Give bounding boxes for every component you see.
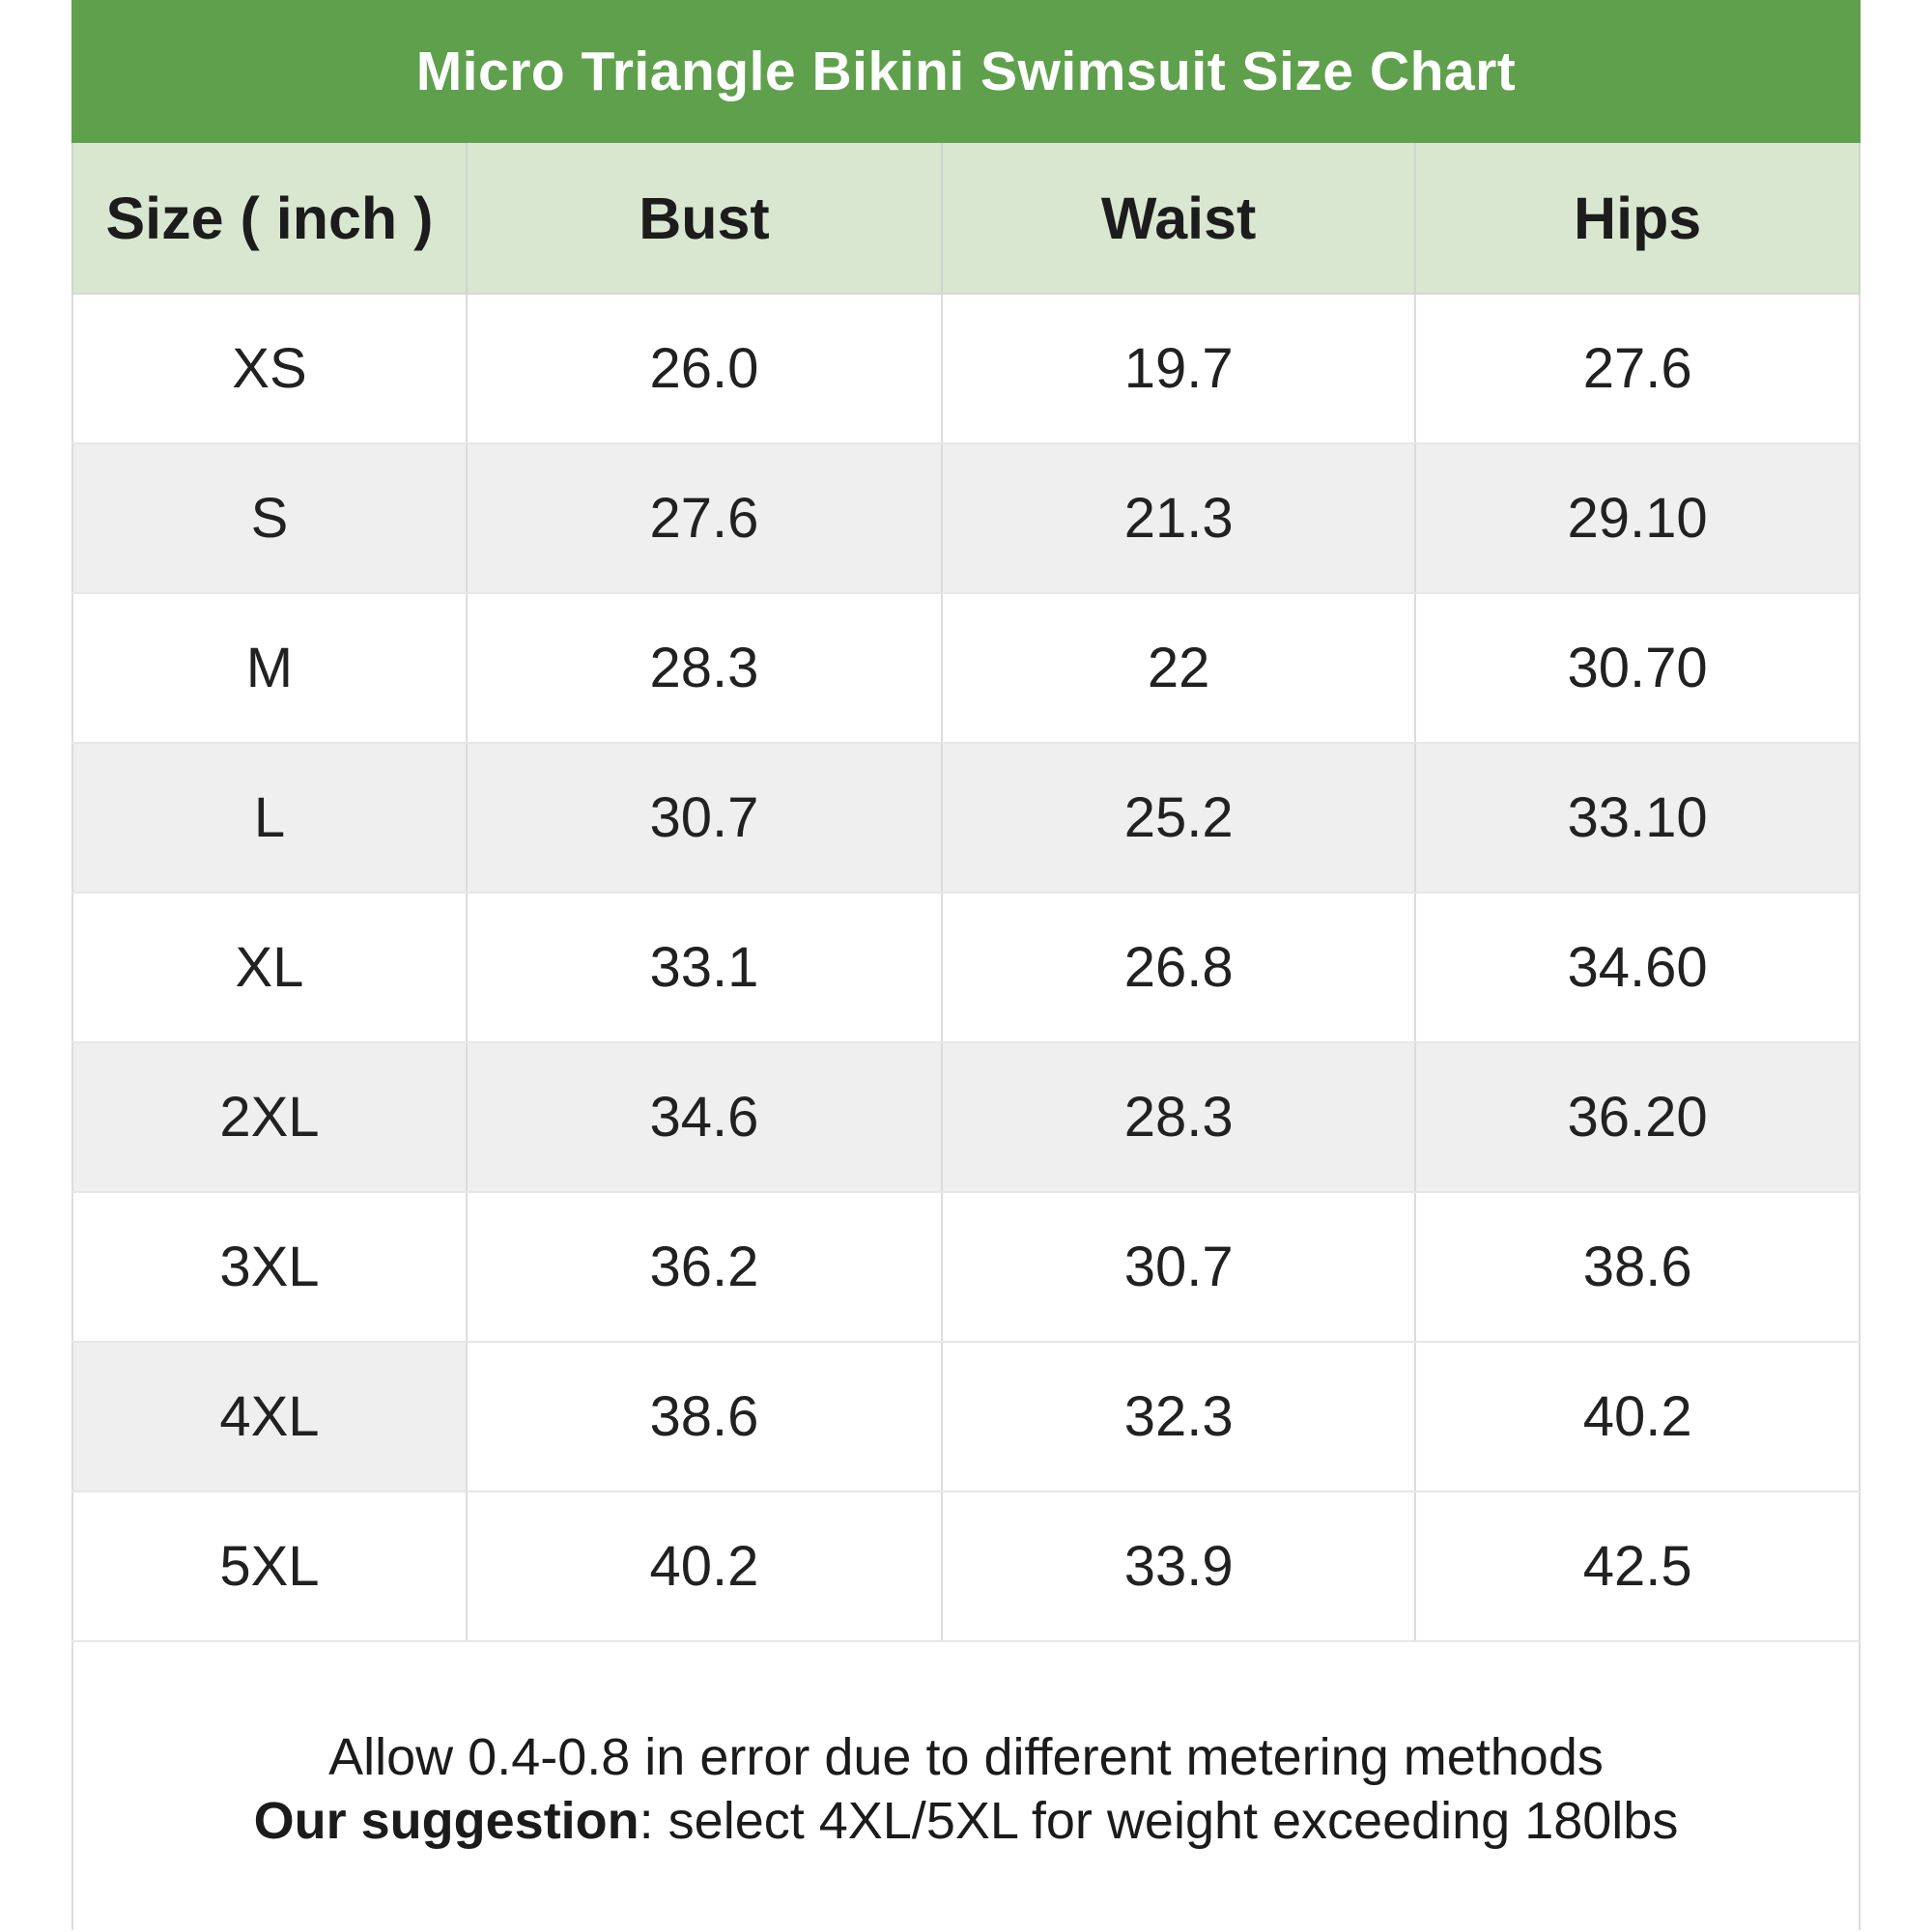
size-cell: S [71, 443, 468, 594]
size-chart: Micro Triangle Bikini Swimsuit Size Char… [71, 0, 1861, 1930]
table-row: 4XL 38.6 32.3 40.2 [71, 1342, 1861, 1492]
size-cell: XL [71, 893, 468, 1043]
table-row: S 27.6 21.3 29.10 [71, 443, 1861, 594]
waist-cell: 28.3 [941, 1042, 1417, 1193]
column-header-size: Size ( inch ) [71, 143, 468, 295]
hips-cell: 34.60 [1414, 893, 1861, 1043]
waist-cell: 33.9 [941, 1492, 1417, 1642]
hips-cell: 42.5 [1414, 1492, 1861, 1642]
bust-cell: 34.6 [465, 1042, 944, 1193]
bust-cell: 40.2 [465, 1492, 944, 1642]
hips-cell: 36.20 [1414, 1042, 1861, 1193]
size-cell: XS [71, 294, 468, 444]
hips-cell: 38.6 [1414, 1192, 1861, 1343]
bust-cell: 28.3 [465, 593, 944, 744]
waist-cell: 22 [941, 593, 1417, 744]
hips-cell: 27.6 [1414, 294, 1861, 444]
table-row: 5XL 40.2 33.9 42.5 [71, 1492, 1861, 1642]
table-row: XL 33.1 26.8 34.60 [71, 893, 1861, 1043]
size-cell: 3XL [71, 1192, 468, 1343]
size-table: Size ( inch ) Bust Waist Hips XS 26.0 19.7… [71, 143, 1861, 1642]
column-header-hips: Hips [1414, 143, 1861, 295]
waist-cell: 25.2 [941, 743, 1417, 894]
table-row: 3XL 36.2 30.7 38.6 [71, 1192, 1861, 1343]
bust-cell: 38.6 [465, 1342, 944, 1492]
table-row: XS 26.0 19.7 27.6 [71, 294, 1861, 444]
bust-cell: 30.7 [465, 743, 944, 894]
bust-cell: 27.6 [465, 443, 944, 594]
table-row: M 28.3 22 30.70 [71, 593, 1861, 744]
footer-note-suggestion: Our suggestion: select 4XL/5XL for weigh… [253, 1792, 1679, 1850]
bust-cell: 36.2 [465, 1192, 944, 1343]
waist-cell: 21.3 [941, 443, 1417, 594]
hips-cell: 30.70 [1414, 593, 1861, 744]
size-cell: L [71, 743, 468, 894]
footer-notes: Allow 0.4-0.8 in error due to different … [71, 1642, 1861, 1930]
hips-cell: 29.10 [1414, 443, 1861, 594]
waist-cell: 26.8 [941, 893, 1417, 1043]
size-cell: 5XL [71, 1492, 468, 1642]
table-header-row: Size ( inch ) Bust Waist Hips [71, 143, 1861, 295]
chart-title: Micro Triangle Bikini Swimsuit Size Char… [71, 0, 1861, 143]
bust-cell: 26.0 [465, 294, 944, 444]
waist-cell: 30.7 [941, 1192, 1417, 1343]
hips-cell: 40.2 [1414, 1342, 1861, 1492]
table-row: 2XL 34.6 28.3 36.20 [71, 1042, 1861, 1193]
waist-cell: 32.3 [941, 1342, 1417, 1492]
waist-cell: 19.7 [941, 294, 1417, 444]
table-body: XS 26.0 19.7 27.6 S 27.6 21.3 29.10 M 28.3 22 30.70… [71, 294, 1861, 1642]
bust-cell: 33.1 [465, 893, 944, 1043]
table-row: L 30.7 25.2 33.10 [71, 743, 1861, 894]
size-cell: 4XL [71, 1342, 468, 1492]
hips-cell: 33.10 [1414, 743, 1861, 894]
column-header-bust: Bust [465, 143, 944, 295]
size-cell: M [71, 593, 468, 744]
footer-note-error: Allow 0.4-0.8 in error due to different … [328, 1728, 1604, 1786]
column-header-waist: Waist [941, 143, 1417, 295]
size-cell: 2XL [71, 1042, 468, 1193]
